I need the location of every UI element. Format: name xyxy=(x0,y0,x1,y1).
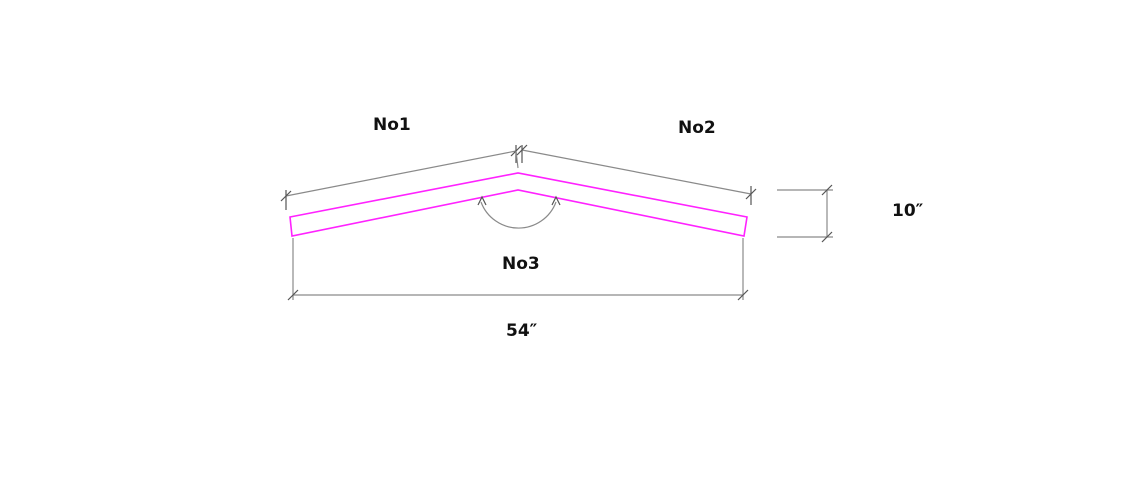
angle-arc-no3 xyxy=(477,195,561,229)
dimension-no2 xyxy=(516,144,757,205)
label-depth: 10″ xyxy=(892,201,924,221)
dimension-length xyxy=(287,238,749,301)
part-shape xyxy=(289,172,748,237)
label-no3: No3 xyxy=(502,254,540,274)
label-no2: No2 xyxy=(678,118,716,138)
label-no1: No1 xyxy=(373,115,411,135)
label-length: 54″ xyxy=(506,321,538,341)
part-outline xyxy=(289,172,748,237)
dimension-no1 xyxy=(280,145,522,210)
dimension-depth xyxy=(777,184,833,243)
